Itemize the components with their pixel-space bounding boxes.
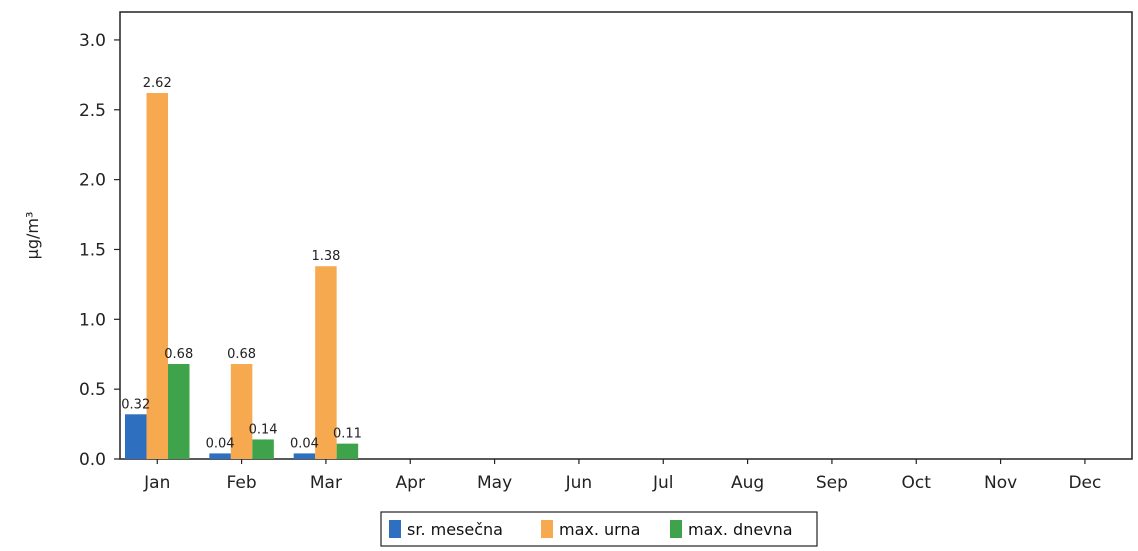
bar-max-dnevna-mar [336, 443, 359, 459]
x-tick-label-nov: Nov [984, 473, 1017, 493]
bar-max-urna-mar [315, 266, 337, 459]
x-tick-label-aug: Aug [731, 473, 764, 493]
x-tick-label-sep: Sep [816, 473, 848, 493]
y-tick-label: 3.0 [79, 31, 106, 51]
x-tick-label-apr: Apr [396, 473, 425, 493]
data-label: 0.04 [206, 436, 235, 451]
bar-max-urna-feb [230, 364, 253, 459]
legend-swatch [389, 520, 401, 538]
bar-sr-mese-na-feb [209, 453, 231, 459]
data-label: 2.62 [143, 76, 172, 91]
y-tick-label: 2.0 [79, 171, 106, 191]
y-axis-label: µg/m³ [23, 212, 42, 260]
data-label: 0.04 [290, 436, 319, 451]
y-tick-label: 1.0 [79, 310, 106, 330]
x-tick-label-jun: Jun [565, 473, 593, 493]
plot-area [119, 11, 1133, 460]
data-label: 1.38 [311, 249, 340, 264]
x-tick-label-mar: Mar [310, 473, 342, 493]
legend-swatch [541, 520, 553, 538]
y-tick-label: 0.5 [79, 380, 106, 400]
y-tick-label: 2.5 [79, 101, 106, 121]
bar-max-dnevna-jan [168, 364, 190, 459]
x-tick-label-oct: Oct [902, 473, 932, 493]
bar-max-urna-jan [146, 93, 168, 460]
x-tick-label-may: May [477, 473, 512, 493]
data-label: 0.68 [227, 347, 256, 362]
data-label: 0.32 [121, 397, 150, 412]
legend-label: max. dnevna [688, 520, 793, 539]
legend-swatch [670, 520, 682, 538]
x-tick-label-jul: Jul [652, 473, 674, 493]
data-label: 0.11 [333, 427, 362, 442]
x-tick-label-jan: Jan [143, 473, 170, 493]
data-label: 0.14 [249, 422, 278, 437]
y-tick-label: 0.0 [79, 450, 106, 470]
legend-label: max. urna [559, 520, 640, 539]
y-tick-label: 1.5 [79, 240, 106, 260]
data-label: 0.68 [164, 347, 193, 362]
bar-max-dnevna-feb [252, 439, 274, 459]
x-tick-label-feb: Feb [227, 473, 257, 493]
legend-box [380, 511, 818, 547]
bar-sr-mese-na-jan [125, 414, 147, 459]
legend-label: sr. mesečna [407, 520, 503, 539]
x-tick-label-dec: Dec [1068, 473, 1101, 493]
bar-sr-mese-na-mar [293, 453, 316, 459]
